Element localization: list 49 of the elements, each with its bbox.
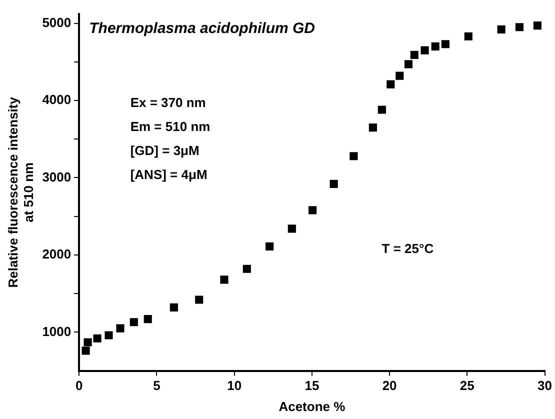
point (130, 318, 138, 326)
point (404, 60, 413, 68)
point (386, 80, 395, 88)
y-tick-label: 2000 (42, 246, 72, 262)
point (431, 42, 440, 50)
point (464, 32, 472, 40)
annotation: Ex = 370 nm (130, 94, 206, 110)
point (410, 50, 418, 59)
point (396, 72, 404, 80)
annotation: [ANS] = 4μM (130, 166, 208, 182)
x-tick-label: 5 (153, 378, 160, 394)
point (84, 338, 92, 346)
y-tick-label: 5000 (42, 14, 72, 30)
point (170, 303, 178, 312)
point (368, 123, 377, 132)
point (144, 315, 152, 324)
x-tick-label: 0 (76, 378, 83, 394)
point (242, 264, 251, 273)
point (116, 324, 124, 332)
chart-title: Thermoplasma acidophilum GD (89, 20, 316, 38)
x-tick-label: 30 (538, 378, 552, 394)
point (497, 25, 506, 34)
x-tick-label: 15 (304, 378, 320, 394)
y-axis-title: Relative fluorescence intensity at 510 nm (5, 96, 36, 288)
point (104, 331, 113, 340)
point (350, 152, 358, 160)
point (330, 180, 338, 188)
x-tick-label: 20 (382, 378, 397, 394)
y-tick-label: 3000 (42, 169, 72, 184)
x-axis-title: Acetone % (278, 398, 346, 414)
x-tick-label: 10 (227, 378, 242, 394)
point (441, 40, 450, 48)
point (533, 22, 542, 30)
y-tick-label: 4000 (42, 92, 72, 108)
y-tick-label: 1000 (42, 324, 72, 339)
point (308, 206, 317, 214)
point (288, 224, 296, 233)
point (420, 46, 429, 54)
point (266, 242, 274, 250)
x-tick-label: 25 (460, 378, 474, 394)
point (515, 23, 524, 32)
point (82, 346, 90, 355)
point (378, 106, 386, 114)
point (195, 296, 204, 304)
annotation: Em = 510 nm (130, 118, 210, 134)
point (93, 334, 102, 342)
annotation: [GD] = 3μM (130, 142, 200, 158)
point (220, 276, 228, 284)
annotation: T = 25°C (382, 241, 434, 256)
